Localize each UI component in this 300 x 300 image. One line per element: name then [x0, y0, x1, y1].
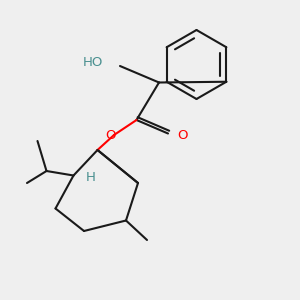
Text: O: O — [177, 129, 188, 142]
Text: HO: HO — [83, 56, 104, 69]
Text: O: O — [105, 129, 116, 142]
Text: H: H — [85, 171, 95, 184]
